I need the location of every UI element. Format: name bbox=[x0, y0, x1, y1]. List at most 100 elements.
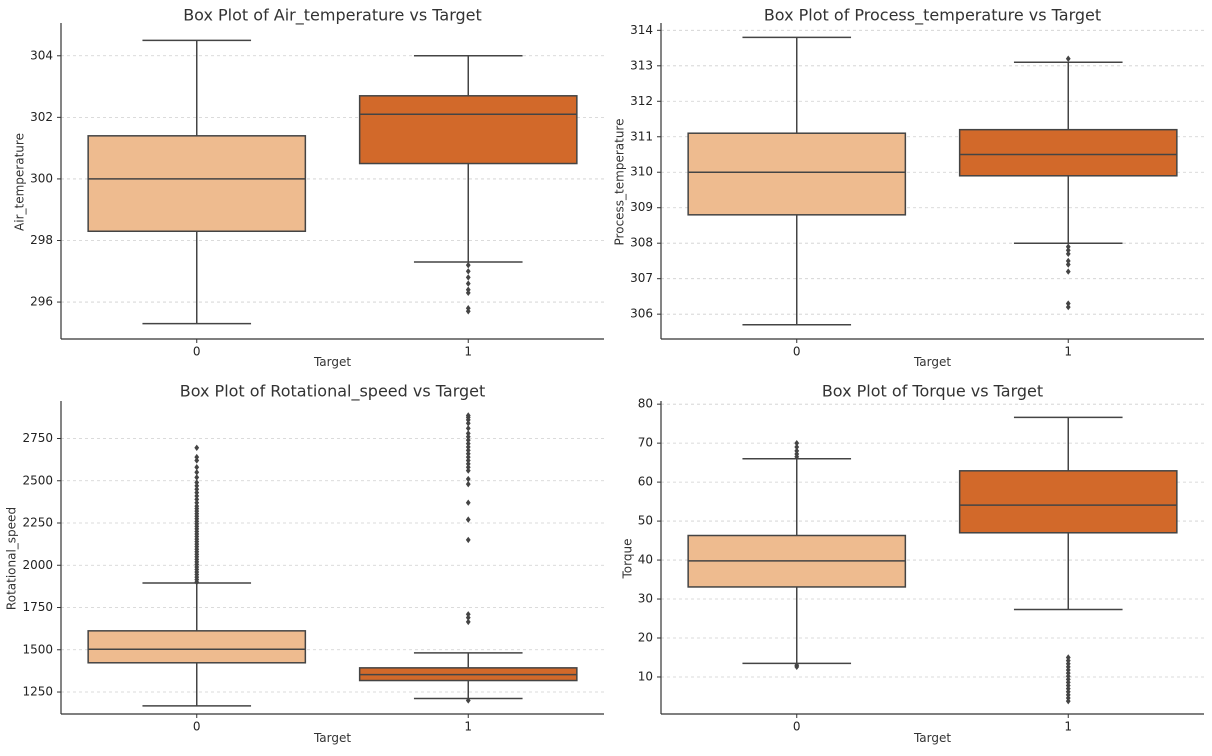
box-iqr bbox=[958, 128, 1178, 177]
y-axis-label: Air_temperature bbox=[13, 133, 27, 231]
x-axis-label: Target bbox=[313, 731, 351, 745]
outlier-point bbox=[194, 453, 200, 461]
y-tick-label: 10 bbox=[638, 669, 653, 683]
outlier-point bbox=[194, 486, 200, 493]
outlier-point bbox=[794, 662, 800, 669]
outlier-point bbox=[465, 460, 471, 468]
x-axis-label: Target bbox=[913, 355, 951, 369]
outlier-point bbox=[194, 479, 200, 486]
y-tick-label: 302 bbox=[30, 110, 53, 124]
outlier-point bbox=[1065, 300, 1071, 307]
outlier-point bbox=[794, 439, 800, 447]
box-iqr bbox=[958, 470, 1178, 534]
x-axis-label: Target bbox=[913, 731, 951, 745]
x-tick-label: 0 bbox=[193, 345, 201, 359]
outlier-point bbox=[465, 475, 471, 483]
y-tick-label: 80 bbox=[638, 397, 653, 411]
subplot-air-temperature: Box Plot of Air_temperature vs Target Ta… bbox=[13, 6, 604, 369]
outlier-point bbox=[1065, 257, 1071, 265]
y-tick-label: 311 bbox=[630, 129, 653, 143]
chart-title: Box Plot of Air_temperature vs Target bbox=[183, 6, 482, 26]
outlier-point bbox=[465, 268, 471, 275]
outlier-point bbox=[465, 420, 471, 427]
outlier-point bbox=[465, 425, 471, 432]
y-tick-label: 309 bbox=[630, 200, 653, 214]
outlier-point bbox=[465, 289, 471, 297]
outlier-point bbox=[465, 480, 471, 488]
outlier-point bbox=[794, 447, 800, 455]
y-tick-label: 70 bbox=[638, 436, 653, 450]
outlier-point bbox=[465, 261, 471, 269]
y-tick-label: 40 bbox=[638, 553, 653, 567]
y-tick-label: 1750 bbox=[22, 600, 53, 614]
x-tick-label: 1 bbox=[1064, 345, 1072, 359]
outlier-point bbox=[465, 443, 471, 451]
x-tick-label: 0 bbox=[793, 345, 801, 359]
outlier-point bbox=[465, 453, 471, 461]
outlier-point bbox=[194, 496, 200, 503]
y-tick-label: 306 bbox=[630, 307, 653, 321]
y-tick-label: 2000 bbox=[22, 558, 53, 572]
outlier-point bbox=[465, 433, 471, 441]
y-tick-label: 308 bbox=[630, 236, 653, 250]
y-tick-label: 60 bbox=[638, 475, 653, 489]
outlier-point bbox=[465, 412, 471, 419]
box-iqr bbox=[687, 132, 907, 216]
outlier-point bbox=[465, 274, 471, 281]
outlier-point bbox=[194, 489, 200, 496]
box-iqr bbox=[358, 95, 578, 165]
x-tick-label: 1 bbox=[1064, 720, 1072, 734]
outlier-point bbox=[194, 502, 200, 510]
outlier-point bbox=[465, 447, 471, 454]
outlier-point bbox=[465, 450, 471, 457]
outlier-point bbox=[465, 536, 471, 544]
subplot-process-temperature: Box Plot of Process_temperature vs Targe… bbox=[613, 6, 1204, 369]
y-tick-label: 313 bbox=[630, 58, 653, 72]
y-tick-label: 300 bbox=[30, 171, 53, 185]
y-axis-label: Torque bbox=[621, 539, 635, 580]
outlier-point bbox=[1065, 654, 1071, 661]
y-tick-label: 307 bbox=[630, 271, 653, 285]
x-tick-label: 0 bbox=[193, 720, 201, 734]
outlier-point bbox=[794, 443, 800, 451]
x-tick-label: 0 bbox=[793, 720, 801, 734]
outlier-point bbox=[1065, 261, 1071, 268]
outlier-point bbox=[465, 308, 471, 315]
x-tick-label: 1 bbox=[464, 345, 472, 359]
outlier-point bbox=[465, 618, 471, 626]
outlier-point bbox=[465, 467, 471, 474]
outlier-point bbox=[465, 280, 471, 287]
y-tick-label: 296 bbox=[30, 295, 53, 309]
y-tick-label: 50 bbox=[638, 514, 653, 528]
y-tick-label: 304 bbox=[30, 48, 53, 62]
outlier-point bbox=[1065, 55, 1071, 62]
outlier-point bbox=[465, 464, 471, 471]
subplot-torque: Box Plot of Torque vs Target Target Torq… bbox=[621, 382, 1204, 745]
outlier-point bbox=[1065, 243, 1071, 250]
outlier-point bbox=[194, 492, 200, 500]
outlier-point bbox=[465, 430, 471, 437]
y-tick-label: 2750 bbox=[22, 431, 53, 445]
outlier-point bbox=[465, 516, 471, 523]
outlier-point bbox=[1065, 303, 1071, 311]
outlier-point bbox=[465, 499, 471, 506]
outlier-point bbox=[1065, 247, 1071, 254]
box-iqr bbox=[87, 135, 307, 233]
outlier-point bbox=[194, 469, 200, 476]
y-tick-label: 1500 bbox=[22, 642, 53, 656]
y-axis-label: Rotational_speed bbox=[5, 507, 19, 610]
subplot-rotational-speed: Box Plot of Rotational_speed vs Target T… bbox=[5, 382, 604, 745]
outlier-point bbox=[194, 499, 200, 506]
outlier-point bbox=[1065, 268, 1071, 275]
outlier-point bbox=[465, 611, 471, 618]
chart-title: Box Plot of Rotational_speed vs Target bbox=[180, 382, 486, 402]
x-tick-label: 1 bbox=[464, 720, 472, 734]
box-iqr bbox=[87, 630, 307, 664]
x-axis-label: Target bbox=[313, 355, 351, 369]
chart-title: Box Plot of Torque vs Target bbox=[822, 382, 1043, 401]
outlier-point bbox=[194, 464, 200, 471]
y-tick-label: 1250 bbox=[22, 685, 53, 699]
outlier-point bbox=[194, 457, 200, 464]
y-tick-label: 30 bbox=[638, 592, 653, 606]
outlier-point bbox=[465, 614, 471, 621]
